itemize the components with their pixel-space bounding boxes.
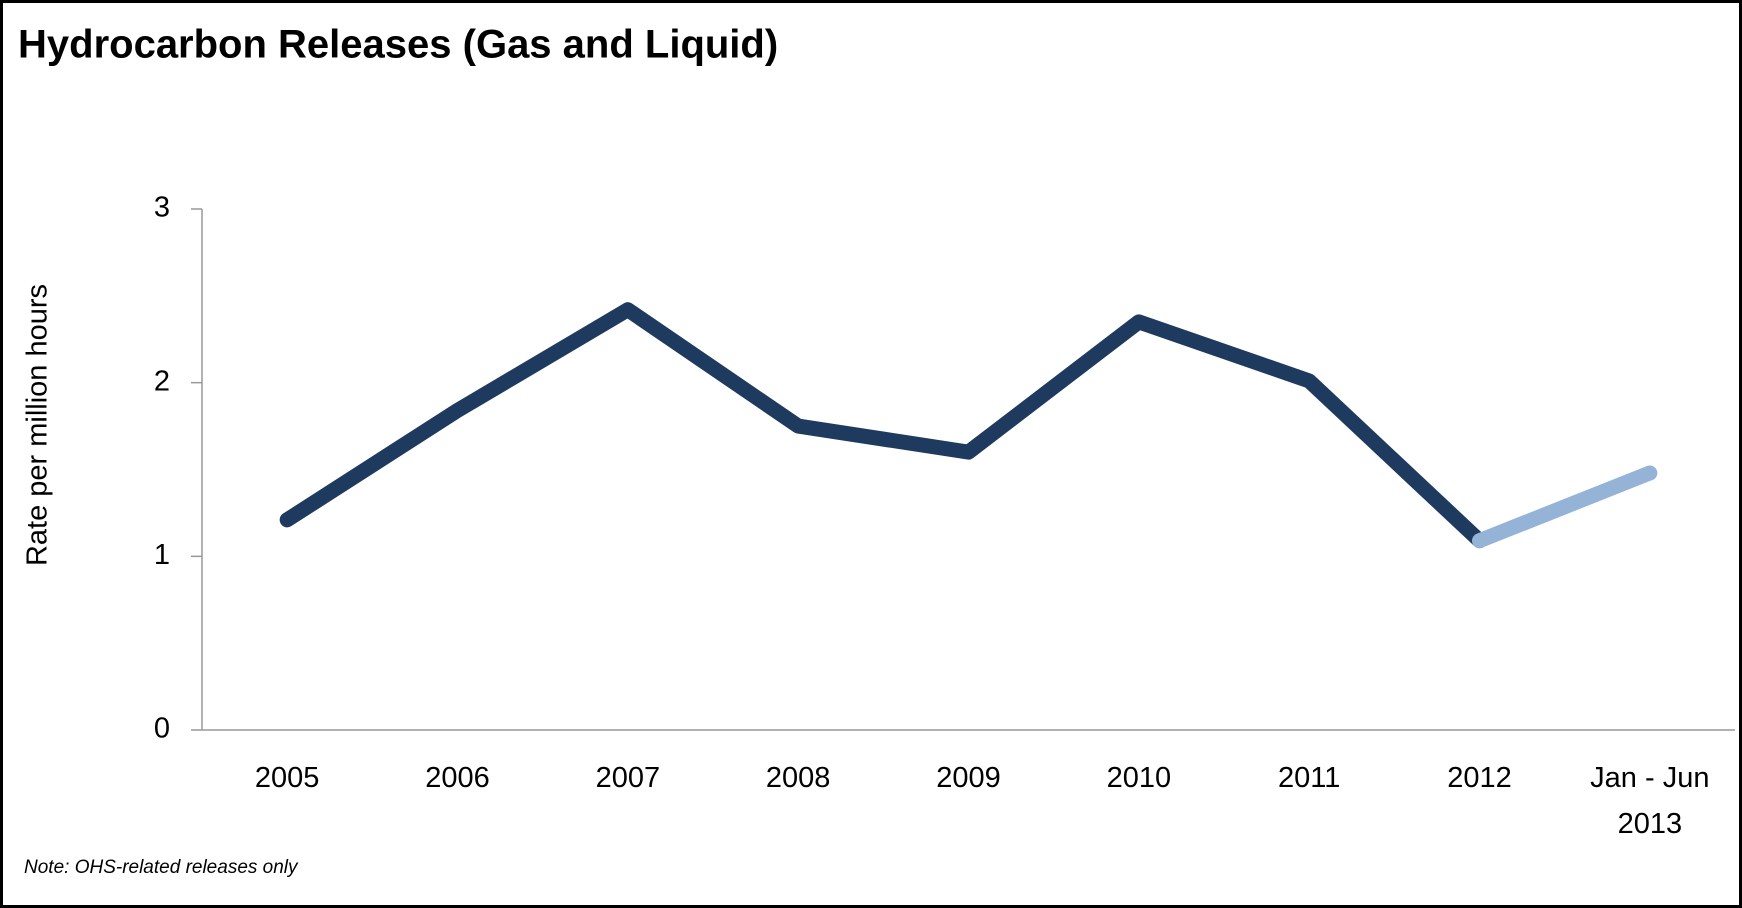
x-tick-label: 2009	[936, 762, 1001, 794]
x-tick-label: 2008	[766, 762, 831, 794]
x-tick-label: 2012	[1447, 762, 1512, 794]
y-tick-label: 3	[154, 192, 170, 224]
x-tick-label: 2005	[255, 762, 320, 794]
chart-title: Hydrocarbon Releases (Gas and Liquid)	[18, 23, 778, 67]
x-tick-label: Jan - Jun 2013	[1590, 762, 1709, 840]
note: Note: OHS-related releases only	[24, 857, 299, 878]
line-series	[279, 302, 1487, 549]
y-tick-label: 2	[154, 365, 170, 397]
x-tick-label: 2010	[1107, 762, 1172, 794]
x-tick-label: 2011	[1278, 762, 1340, 794]
y-tick-label: 1	[154, 539, 170, 571]
y-tick-label: 0	[154, 713, 170, 745]
x-tick-label: 2007	[596, 762, 661, 794]
line-series	[1472, 465, 1658, 549]
y-axis-label: Rate per million hours	[22, 284, 54, 566]
x-tick-label: 2006	[425, 762, 490, 794]
